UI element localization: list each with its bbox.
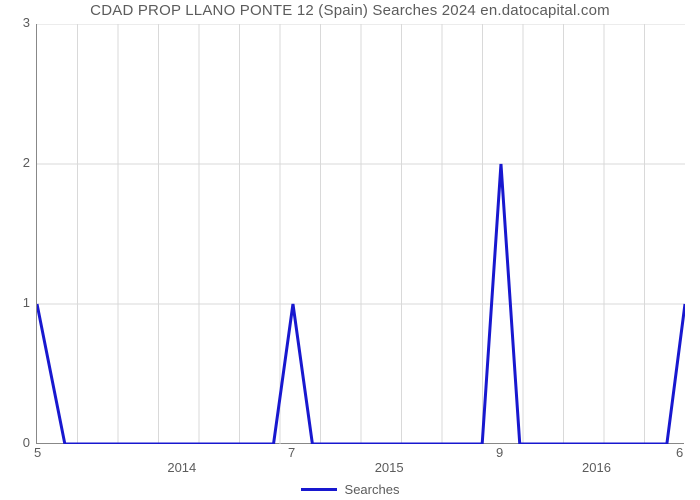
- y-tick-label: 3: [6, 15, 30, 30]
- corner-label-bottom-left: 5: [34, 445, 41, 460]
- corner-label-mid-left: 7: [288, 445, 295, 460]
- legend: Searches: [0, 482, 700, 497]
- x-tick-label: 2014: [167, 460, 196, 475]
- chart-title: CDAD PROP LLANO PONTE 12 (Spain) Searche…: [0, 2, 700, 19]
- x-tick-label: 2015: [375, 460, 404, 475]
- corner-label-mid-right: 9: [496, 445, 503, 460]
- legend-swatch: [301, 488, 337, 491]
- data-line: [37, 24, 685, 444]
- corner-label-bottom-right: 6: [676, 445, 683, 460]
- plot-area: [36, 24, 684, 444]
- y-tick-label: 2: [6, 155, 30, 170]
- y-tick-label: 1: [6, 295, 30, 310]
- y-tick-label: 0: [6, 435, 30, 450]
- chart-container: { "chart": { "type": "line", "title": "C…: [0, 0, 700, 500]
- legend-label: Searches: [345, 482, 400, 497]
- x-tick-label: 2016: [582, 460, 611, 475]
